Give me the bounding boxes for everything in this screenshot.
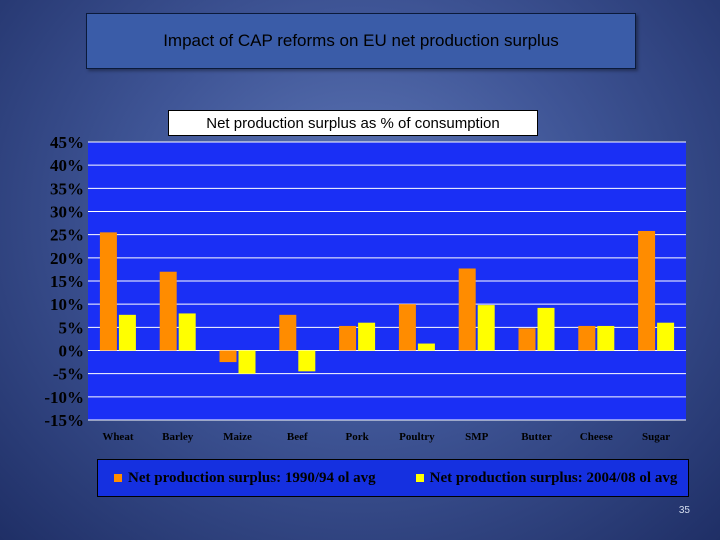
y-tick-label: 0% [59, 342, 85, 361]
category-label: Wheat [102, 431, 134, 443]
legend: Net production surplus: 1990/94 ol avg N… [97, 459, 689, 497]
bar-series-2 [597, 325, 615, 351]
slide-title: Impact of CAP reforms on EU net producti… [86, 13, 636, 69]
page-number: 35 [678, 505, 690, 516]
category-label: SMP [465, 431, 489, 443]
category-label: Barley [162, 431, 194, 443]
legend-label-series-2: Net production surplus: 2004/08 ol avg [429, 469, 678, 486]
bar-series-1 [518, 328, 536, 351]
y-tick-label: -10% [44, 388, 84, 407]
y-tick-label: 15% [50, 272, 84, 291]
category-label: Poultry [399, 431, 435, 443]
bar-series-1 [159, 271, 177, 351]
legend-swatch-series-2 [415, 474, 424, 482]
category-label: Butter [521, 431, 552, 443]
legend-swatch-series-1 [114, 474, 122, 482]
bar-series-1 [578, 325, 596, 351]
bar-series-2 [298, 350, 316, 372]
bar-series-2 [358, 322, 376, 351]
bars [99, 230, 675, 374]
bar-series-2 [238, 350, 256, 374]
y-tick-label: 45% [50, 133, 84, 152]
bar-series-2 [477, 305, 495, 351]
y-tick-labels: 45% 40% 35% 30% 25% 20% 15% 10% 5% 0% -5% -10% -15% [44, 133, 84, 430]
chart-title: Net production surplus as % of consumpti… [168, 110, 538, 136]
category-label: Pork [345, 431, 369, 443]
bar-series-2 [657, 322, 675, 351]
category-label: Maize [223, 431, 252, 443]
category-label: Cheese [580, 431, 613, 443]
legend-item-series-2: Net production surplus: 2004/08 ol avg [415, 469, 678, 487]
y-tick-label: 40% [50, 156, 84, 175]
bar-series-1 [398, 304, 416, 351]
y-tick-label: -5% [53, 365, 84, 384]
gridlines [88, 141, 686, 421]
bar-series-1 [219, 350, 237, 363]
category-label: Sugar [642, 431, 670, 443]
bar-series-1 [638, 230, 656, 351]
legend-label-series-1: Net production surplus: 1990/94 ol avg [128, 469, 376, 486]
y-tick-label: 30% [50, 203, 84, 222]
y-tick-label: 5% [59, 318, 85, 337]
y-tick-label: 20% [50, 249, 84, 268]
bar-series-2 [537, 307, 555, 351]
y-tick-label: 35% [50, 179, 84, 198]
category-labels: Wheat Barley Maize Beef Pork Poultry SMP Butter… [102, 431, 670, 443]
legend-item-series-1: Net production surplus: 1990/94 ol avg [114, 470, 376, 487]
y-tick-label: -15% [44, 411, 84, 430]
bar-series-1 [99, 232, 117, 351]
category-label: Beef [287, 431, 308, 443]
y-tick-label: 25% [50, 226, 84, 245]
bar-series-2 [178, 313, 196, 351]
y-tick-label: 10% [50, 295, 84, 314]
bar-series-1 [339, 325, 357, 351]
bar-series-2 [417, 343, 435, 351]
bar-series-2 [118, 314, 136, 351]
bar-series-1 [279, 314, 297, 351]
bar-series-1 [458, 268, 476, 351]
